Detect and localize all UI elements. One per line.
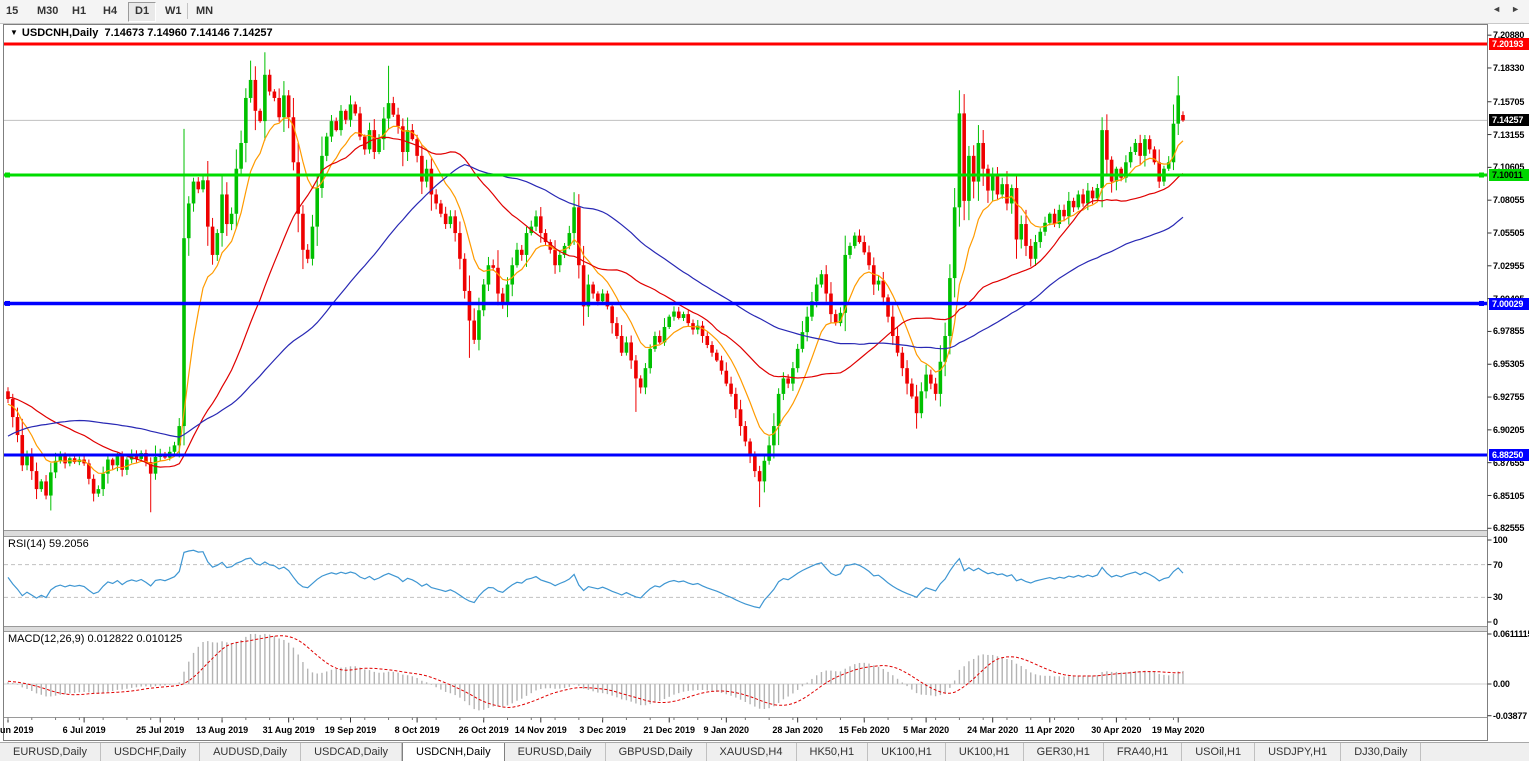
pane-separator[interactable] bbox=[4, 627, 1487, 632]
blue-support-price: 6.88250 bbox=[1489, 449, 1529, 461]
macd-pane bbox=[4, 633, 1487, 711]
price-axis-label: 7.08055 bbox=[1493, 195, 1525, 206]
price-axis-label: 7.02955 bbox=[1493, 260, 1525, 271]
symbol-tab-gbpusd[interactable]: GBPUSD,Daily bbox=[606, 743, 707, 761]
rsi-axis-label: 30 bbox=[1493, 592, 1503, 603]
price-axis-label: 7.18330 bbox=[1493, 63, 1525, 73]
date-axis-label: 8 Oct 2019 bbox=[394, 725, 440, 735]
symbol-name: USDCNH,Daily bbox=[21, 27, 99, 39]
rsi-pane bbox=[4, 549, 1487, 609]
timeframe-H4[interactable]: H4 bbox=[103, 5, 118, 17]
date-axis-label: 5 Mar 2020 bbox=[903, 725, 950, 735]
line-handle[interactable] bbox=[5, 172, 10, 178]
date-axis-label: 18 Jun 2019 bbox=[0, 725, 34, 735]
toolbar-separator bbox=[187, 3, 188, 19]
date-axis-label: 15 Feb 2020 bbox=[838, 725, 890, 735]
macd-indicator-label: MACD(12,26,9) 0.012822 0.010125 bbox=[8, 633, 183, 645]
price-axis-label: 7.13155 bbox=[1493, 129, 1525, 140]
timeframe-W1[interactable]: W1 bbox=[165, 5, 182, 17]
line-handle[interactable] bbox=[1479, 172, 1484, 178]
timeframe-D1[interactable]: D1 bbox=[128, 2, 157, 22]
symbol-tab-eurusd[interactable]: EURUSD,Daily bbox=[0, 743, 101, 761]
date-axis-label: 25 Jul 2019 bbox=[136, 725, 185, 735]
date-axis-label: 31 Aug 2019 bbox=[262, 725, 315, 735]
price-axis-label: 6.82555 bbox=[1493, 523, 1525, 534]
price-axis-label: 6.85105 bbox=[1493, 490, 1525, 501]
symbol-tab-uk100[interactable]: UK100,H1 bbox=[868, 743, 946, 761]
macd-axis-label: 0.00 bbox=[1493, 679, 1510, 689]
symbol-dropdown-icon[interactable]: ▼ bbox=[10, 28, 18, 37]
date-axis-label: 28 Jan 2020 bbox=[772, 725, 823, 735]
date-axis-label: 30 Apr 2020 bbox=[1091, 725, 1142, 735]
symbol-tab-usdjpy[interactable]: USDJPY,H1 bbox=[1255, 743, 1342, 761]
price-axis-label: 7.15705 bbox=[1493, 96, 1525, 107]
symbol-tab-dj30[interactable]: DJ30,Daily bbox=[1341, 743, 1422, 761]
price-axis-label: 7.10605 bbox=[1493, 162, 1525, 173]
green-support-price: 7.10011 bbox=[1489, 169, 1529, 181]
timeframe-15[interactable]: 15 bbox=[6, 5, 19, 17]
tab-scroll-right-icon[interactable]: ► bbox=[1511, 4, 1520, 14]
chart-title: ▼ USDCNH,Daily 7.14673 7.14960 7.14146 7.… bbox=[10, 27, 273, 39]
symbol-tab-ger30[interactable]: GER30,H1 bbox=[1024, 743, 1104, 761]
symbol-tab-usdchf[interactable]: USDCHF,Daily bbox=[101, 743, 201, 761]
macd-axis-label: -0.03877 bbox=[1493, 710, 1527, 721]
date-axis-label: 19 Sep 2019 bbox=[324, 725, 377, 735]
rsi-axis-label: 0 bbox=[1493, 617, 1498, 627]
date-axis-label: 13 Aug 2019 bbox=[195, 725, 249, 735]
timeframe-toolbar: 15 M30 H1 H4 D1 W1 MN bbox=[0, 0, 1529, 24]
date-axis-label: 14 Nov 2019 bbox=[514, 725, 567, 735]
symbol-tab-bar: EURUSD,Daily USDCHF,Daily AUDUSD,Daily USDC… bbox=[0, 742, 1529, 761]
price-axis-label: 6.87655 bbox=[1493, 457, 1525, 468]
price-axis-label: 6.95305 bbox=[1493, 359, 1525, 370]
symbol-tab-fra40[interactable]: FRA40,H1 bbox=[1104, 743, 1183, 761]
symbol-tab-audusd[interactable]: AUDUSD,Daily bbox=[200, 743, 302, 761]
date-axis-label: 11 Apr 2020 bbox=[1024, 725, 1075, 735]
symbol-tab-hk50[interactable]: HK50,H1 bbox=[797, 743, 869, 761]
symbol-tab-usdcad[interactable]: USDCAD,Daily bbox=[301, 743, 403, 761]
date-axis-label: 6 Jul 2019 bbox=[62, 725, 106, 735]
current-bid-price: 7.14257 bbox=[1489, 114, 1529, 127]
macd-axis-label: 0.0611115 bbox=[1493, 629, 1529, 639]
pane-separator[interactable] bbox=[4, 531, 1487, 537]
blue-level-price: 7.00029 bbox=[1489, 297, 1529, 310]
tab-scroll-arrows: ◄ ► bbox=[1487, 0, 1525, 19]
line-handle[interactable] bbox=[5, 300, 10, 306]
date-axis-label: 24 Mar 2020 bbox=[967, 725, 1019, 735]
date-axis-label: 19 May 2020 bbox=[1151, 725, 1205, 735]
rsi-indicator-label: RSI(14) 59.2056 bbox=[8, 538, 89, 550]
price-axis-label: 7.05505 bbox=[1493, 228, 1525, 238]
tab-scroll-left-icon[interactable]: ◄ bbox=[1492, 4, 1502, 14]
resistance-line-price: 7.20193 bbox=[1489, 38, 1529, 50]
blue-level-line[interactable] bbox=[4, 300, 1487, 306]
timeframe-M30[interactable]: M30 bbox=[37, 5, 59, 17]
date-axis-label: 3 Dec 2019 bbox=[579, 725, 626, 735]
price-axis-label: 7.20880 bbox=[1493, 30, 1525, 41]
date-axis-label: 9 Jan 2020 bbox=[703, 725, 750, 735]
line-handle[interactable] bbox=[1479, 300, 1484, 306]
symbol-tab-uk100[interactable]: UK100,H1 bbox=[946, 743, 1024, 761]
timeframe-H1[interactable]: H1 bbox=[72, 5, 87, 17]
rsi-axis-label: 100 bbox=[1493, 535, 1508, 545]
symbol-tab-xauusd[interactable]: XAUUSD,H4 bbox=[707, 743, 797, 761]
green-support-line[interactable] bbox=[4, 172, 1487, 178]
price-axis-label: 6.92755 bbox=[1493, 392, 1525, 402]
quote-ohlc: 7.14673 7.14960 7.14146 7.14257 bbox=[104, 27, 273, 39]
symbol-tab-eurusd[interactable]: EURUSD,Daily bbox=[505, 743, 606, 761]
symbol-tab-usdcnh[interactable]: USDCNH,Daily bbox=[402, 743, 505, 761]
date-axis-label: 26 Oct 2019 bbox=[458, 725, 509, 735]
price-axis-label: 6.90205 bbox=[1493, 424, 1525, 435]
symbol-tab-usoil[interactable]: USOil,H1 bbox=[1182, 743, 1256, 761]
price-axis-label: 6.97855 bbox=[1493, 326, 1525, 337]
moving-averages-layer bbox=[7, 117, 1184, 474]
date-axis-label: 21 Dec 2019 bbox=[643, 725, 695, 735]
candles-layer bbox=[6, 52, 1185, 513]
timeframe-MN[interactable]: MN bbox=[196, 5, 214, 17]
rsi-axis-label: 70 bbox=[1493, 559, 1503, 570]
